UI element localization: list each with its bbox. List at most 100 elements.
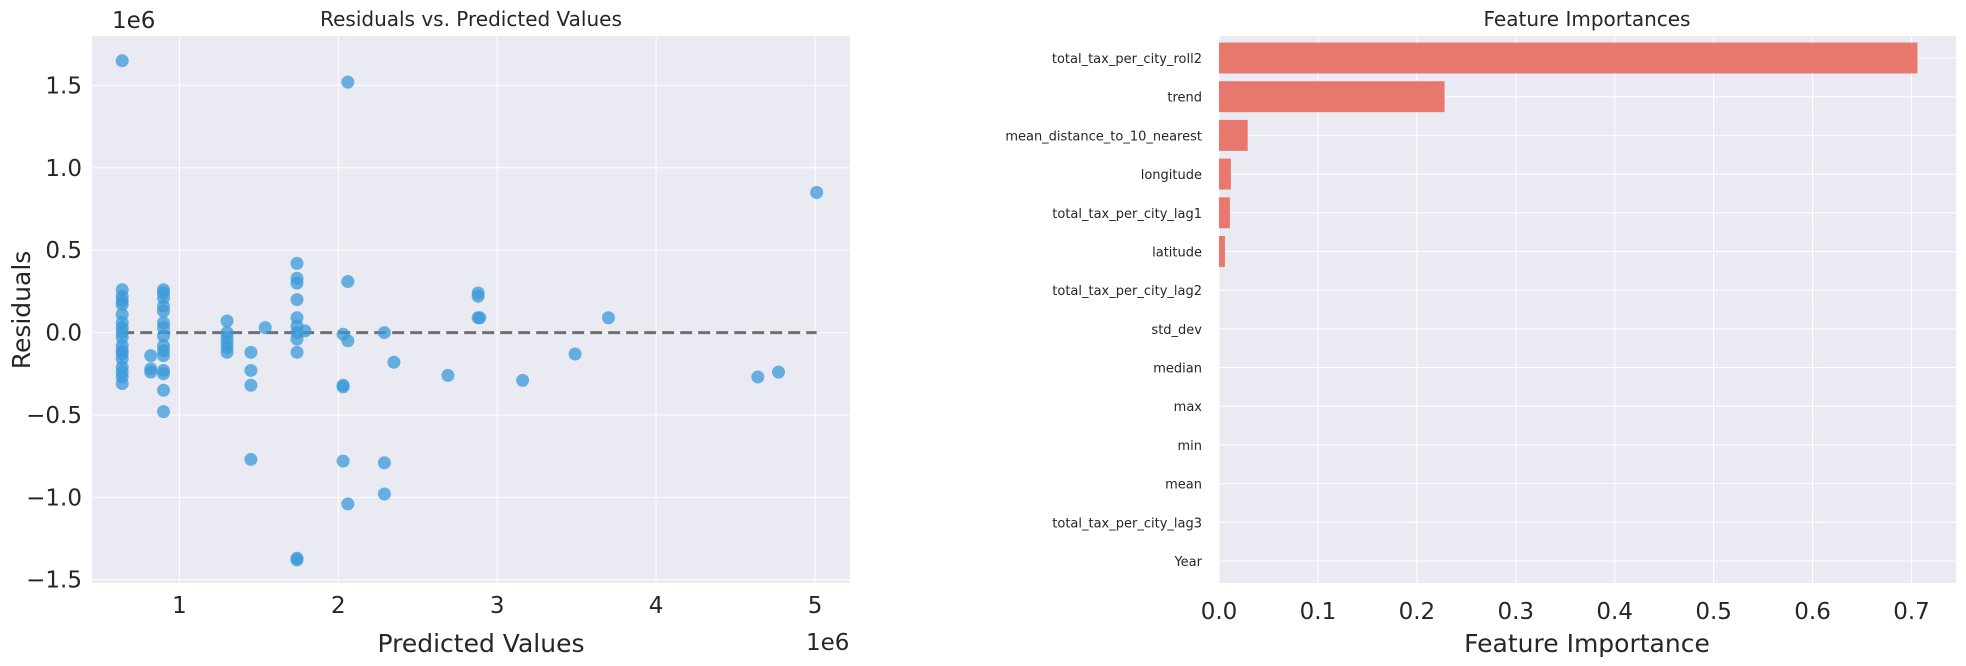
y-tick-label: −1.5 [26,568,82,594]
x-tick-label: 0.1 [1300,599,1337,625]
residual-point [473,311,487,325]
residual-point [244,378,258,392]
residual-point [441,368,455,382]
feature-label: min [1177,439,1202,454]
residual-point [471,289,485,303]
x-tick-label: 0.2 [1399,599,1436,625]
feature-label: max [1174,400,1203,415]
feature-label: median [1153,362,1202,377]
residual-point [751,370,765,384]
residual-point [377,326,391,340]
feature-label: total_tax_per_city_roll2 [1052,52,1202,67]
residual-point [341,75,355,89]
importance-bar [1219,81,1445,113]
x-tick-label: 3 [490,593,505,619]
feature-label: trend [1167,91,1202,106]
residual-point [115,298,129,312]
residual-point [290,276,304,290]
residual-point [771,365,785,379]
residual-point [568,347,582,361]
residuals-y-axis-label: Residuals [7,251,36,370]
residual-point [220,345,234,359]
importance-bar [1219,158,1231,190]
residual-points [115,54,824,567]
x-tick-label: 5 [808,593,823,619]
residual-point [516,373,530,387]
residual-point [290,332,304,346]
x-tick-label: 0.4 [1596,599,1633,625]
residuals-x-axis-label: Predicted Values [378,629,585,658]
residual-point [290,293,304,307]
feature-label: total_tax_per_city_lag2 [1052,284,1202,299]
residual-point [377,456,391,470]
residual-point [298,324,312,338]
residual-point [258,321,272,335]
y-tick-label: 0.0 [45,321,82,347]
residual-point [601,311,615,325]
residual-point [341,497,355,511]
x-tick-label: 0.5 [1695,599,1732,625]
residuals-chart-title: Residuals vs. Predicted Values [320,7,622,31]
x-tick-label: 4 [649,593,664,619]
feature-label: total_tax_per_city_lag3 [1052,516,1202,531]
x-tick-label: 0.6 [1794,599,1831,625]
residual-point [157,304,171,318]
x-tick-label: 0.0 [1201,599,1238,625]
feature-importance-x-tick-labels: 0.0 0.1 0.2 0.3 0.4 0.5 0.6 0.7 [1201,599,1930,625]
residual-point [115,377,129,391]
feature-importance-bars [1219,42,1918,267]
residual-point [144,349,158,363]
feature-importance-x-axis-label: Feature Importance [1464,629,1710,658]
x-tick-label: 1 [172,593,187,619]
residual-point [157,349,171,363]
feature-importance-plot-area [1219,36,1956,583]
residual-point [387,355,401,369]
residuals-x-offset-label: 1e6 [806,630,849,656]
x-tick-label: 0.3 [1497,599,1534,625]
residual-point [377,487,391,501]
residual-point [290,553,304,567]
y-tick-label: 0.5 [45,238,82,264]
feature-label: total_tax_per_city_lag1 [1052,207,1202,222]
residual-point [244,363,258,377]
y-tick-label: −0.5 [26,403,82,429]
feature-label: mean_distance_to_10_nearest [1005,129,1202,144]
x-tick-label: 0.7 [1893,599,1930,625]
residual-point [157,383,171,397]
residuals-y-tick-labels: −1.5 −1.0 −0.5 0.0 0.5 1.0 1.5 [26,73,82,593]
importance-bar [1219,42,1918,74]
residual-point [341,274,355,288]
residual-point [336,454,350,468]
residual-point [157,367,171,381]
residual-point [290,256,304,270]
importance-bar [1219,119,1248,151]
residual-point [290,345,304,359]
residual-point [810,186,824,200]
residuals-plot-area [92,36,850,583]
residuals-x-tick-labels: 1 2 3 4 5 [172,593,822,619]
feature-label: longitude [1141,168,1202,183]
residuals-panel: 1 2 3 4 5 −1.5 −1.0 −0.5 0.0 0.5 1.0 1.5 Residuals… [7,7,850,658]
y-tick-label: −1.0 [26,485,82,511]
importance-bar [1219,197,1230,229]
residual-point [115,54,129,68]
residual-point [244,345,258,359]
residual-point [336,380,350,394]
residual-point [341,334,355,348]
importance-bar [1219,235,1225,267]
x-tick-label: 2 [331,593,346,619]
feature-label: mean [1165,478,1202,493]
residual-point [144,365,158,379]
y-tick-label: 1.5 [45,73,82,99]
residuals-y-offset-label: 1e6 [112,8,155,34]
y-tick-label: 1.0 [45,156,82,182]
feature-label: latitude [1152,245,1202,260]
residual-point [244,452,258,466]
residual-point [157,329,171,343]
feature-label: Year [1173,555,1202,570]
residual-point [157,405,171,419]
residual-point [220,314,234,328]
